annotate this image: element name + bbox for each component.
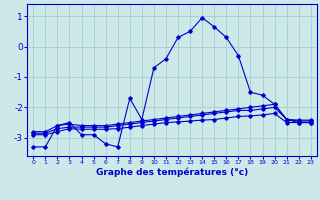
X-axis label: Graphe des températures (°c): Graphe des températures (°c) — [96, 168, 248, 177]
